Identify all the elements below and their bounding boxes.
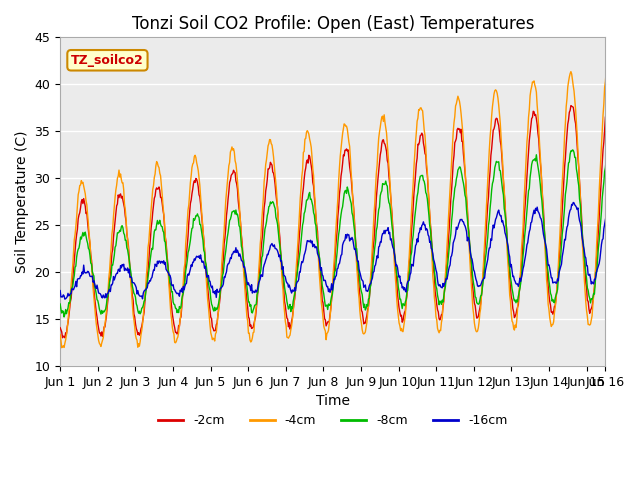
Text: TZ_soilco2: TZ_soilco2 xyxy=(71,54,144,67)
Legend: -2cm, -4cm, -8cm, -16cm: -2cm, -4cm, -8cm, -16cm xyxy=(154,409,512,432)
Title: Tonzi Soil CO2 Profile: Open (East) Temperatures: Tonzi Soil CO2 Profile: Open (East) Temp… xyxy=(132,15,534,33)
X-axis label: Time: Time xyxy=(316,394,350,408)
Y-axis label: Soil Temperature (C): Soil Temperature (C) xyxy=(15,131,29,273)
